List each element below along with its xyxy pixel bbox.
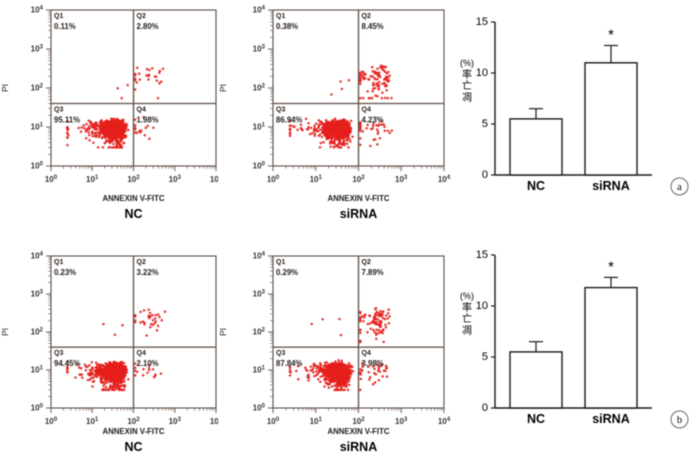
svg-text:Q1: Q1	[276, 259, 285, 266]
svg-text:ANNEXIN V-FITC: ANNEXIN V-FITC	[103, 427, 165, 436]
svg-text:Q3: Q3	[54, 107, 63, 114]
svg-text:15: 15	[476, 249, 488, 261]
svg-text:ANNEXIN V-FITC: ANNEXIN V-FITC	[328, 194, 390, 203]
svg-text:Q3: Q3	[276, 107, 285, 114]
svg-text:0.29%: 0.29%	[276, 268, 298, 277]
svg-text:PI: PI	[0, 328, 10, 336]
svg-text:1.98%: 1.98%	[137, 116, 159, 125]
svg-text:2.10%: 2.10%	[137, 359, 159, 368]
svg-text:*: *	[608, 258, 614, 275]
svg-text:a: a	[677, 182, 682, 193]
svg-text:NC: NC	[527, 412, 545, 426]
svg-text:10: 10	[476, 67, 488, 79]
svg-text:15: 15	[476, 16, 488, 28]
svg-text:Q3: Q3	[54, 350, 63, 357]
svg-text:Q2: Q2	[137, 259, 146, 266]
svg-text:7.89%: 7.89%	[362, 268, 384, 277]
svg-text:10: 10	[476, 300, 488, 312]
svg-text:4.23%: 4.23%	[362, 116, 384, 125]
svg-text:Q4: Q4	[362, 350, 371, 357]
svg-text:Q2: Q2	[362, 259, 371, 266]
svg-text:PI: PI	[218, 84, 228, 92]
svg-text:Q1: Q1	[54, 13, 63, 20]
svg-text:87.84%: 87.84%	[276, 359, 303, 368]
svg-text:ANNEXIN V-FITC: ANNEXIN V-FITC	[328, 427, 390, 436]
svg-text:ANNEXIN V-FITC: ANNEXIN V-FITC	[103, 194, 165, 203]
svg-text:0.23%: 0.23%	[54, 268, 76, 277]
svg-text:0: 0	[482, 402, 488, 414]
svg-text:0.11%: 0.11%	[54, 22, 76, 31]
svg-text:NC: NC	[124, 440, 142, 454]
svg-text:NC: NC	[124, 207, 142, 221]
svg-text:5: 5	[482, 351, 488, 363]
svg-text:2.80%: 2.80%	[137, 22, 159, 31]
svg-text:8.45%: 8.45%	[362, 22, 384, 31]
svg-text:5: 5	[482, 118, 488, 130]
svg-text:Q1: Q1	[54, 259, 63, 266]
svg-text:Q3: Q3	[276, 350, 285, 357]
svg-text:Q4: Q4	[137, 107, 146, 114]
svg-text:siRNA: siRNA	[340, 440, 378, 454]
svg-text:94.45%: 94.45%	[54, 359, 81, 368]
svg-text:Q4: Q4	[362, 107, 371, 114]
svg-text:3.22%: 3.22%	[137, 268, 159, 277]
svg-text:86.94%: 86.94%	[276, 116, 303, 125]
svg-text:siRNA: siRNA	[592, 179, 630, 193]
svg-text:PI: PI	[0, 84, 10, 92]
svg-text:siRNA: siRNA	[592, 412, 630, 426]
svg-text:NC: NC	[527, 179, 545, 193]
svg-text:PI: PI	[218, 328, 228, 336]
svg-text:3.98%: 3.98%	[362, 359, 384, 368]
svg-text:95.11%: 95.11%	[54, 116, 80, 125]
svg-text:siRNA: siRNA	[340, 207, 378, 221]
svg-text:Q2: Q2	[137, 13, 146, 20]
svg-text:*: *	[608, 27, 614, 44]
svg-text:Q2: Q2	[362, 13, 371, 20]
svg-text:b: b	[677, 415, 682, 426]
svg-text:0: 0	[482, 169, 488, 181]
svg-text:0.38%: 0.38%	[276, 22, 298, 31]
svg-text:Q1: Q1	[276, 13, 285, 20]
svg-text:Q4: Q4	[137, 350, 146, 357]
